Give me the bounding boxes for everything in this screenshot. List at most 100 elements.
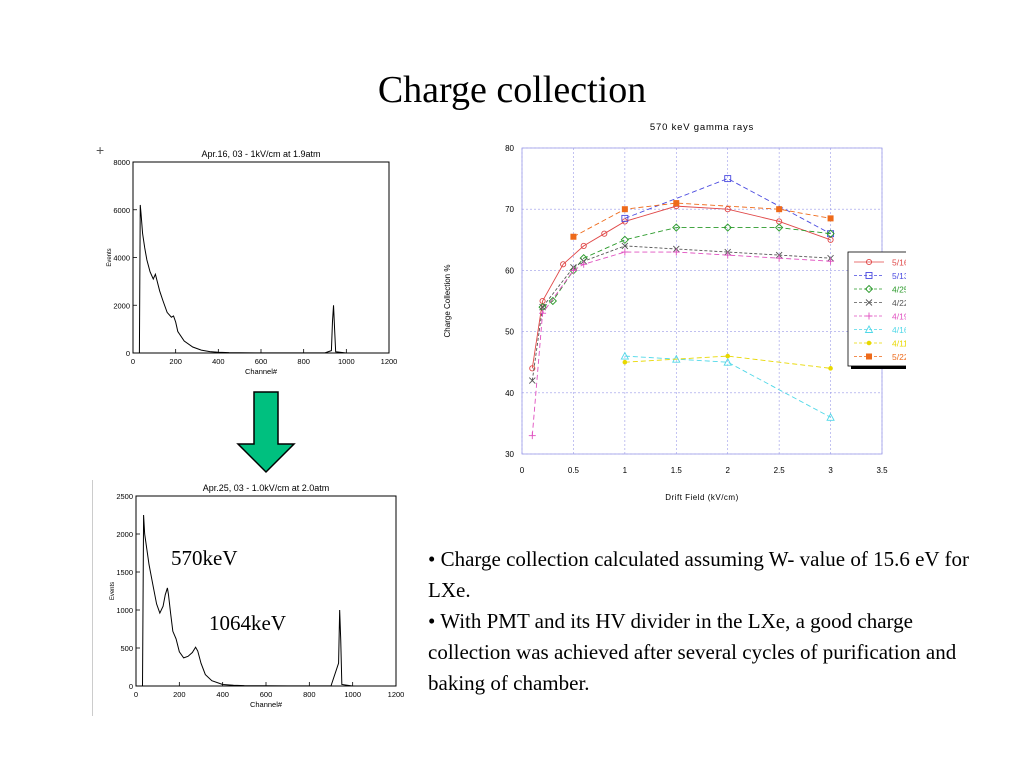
y-tick-label: 40 [505,389,514,398]
data-point [620,235,629,244]
x-tick-label: 0.5 [568,466,580,475]
legend-marker [864,284,874,294]
spectrum-line [133,204,389,354]
charge-collection-chart: 570 keV gamma rays 0 0.5 1 1.5 2 2.5 3 3.5 30 40 50… [443,122,906,502]
x-tick-label: 400 [212,357,225,366]
y-tick-label: 2000 [116,530,133,539]
x-tick-label: 0 [134,690,138,699]
data-point [723,223,732,232]
y-tick-label: 30 [505,450,514,459]
y-tick-label: 500 [120,644,133,653]
legend-entry: 5/13/03 [892,271,906,281]
series-4-16-03 [620,351,835,421]
data-point [776,206,783,213]
x-axis-label: Channel# [250,700,283,709]
legend-entry: 4/25/03 [892,285,906,295]
plot-frame [521,147,883,455]
legend-entry: 5/16/03 [892,258,906,268]
y-tick-label: 50 [505,328,514,337]
x-tick-label: 800 [303,690,316,699]
series-line [624,355,831,418]
data-point [622,359,628,365]
legend-marker [866,340,872,346]
legend-entry: 4/19/03 [892,312,906,322]
x-tick-label: 0 [520,466,525,475]
legend-entry: 4/16/03 [892,325,906,335]
data-point [621,206,628,213]
series-4-11-03 [622,353,833,371]
spectrum-chart-apr16: Apr.16, 03 - 1kV/cm at 1.9atm 0 200 400 600 8… [107,149,398,376]
x-tick-label: 800 [297,357,310,366]
bullet-item-pmt-hv: • With PMT and its HV divider in the LXe… [428,609,957,695]
x-tick-label: 1 [623,466,628,475]
x-tick-label: 1200 [381,357,398,366]
data-point [724,175,732,183]
data-point [673,200,680,207]
x-tick-label: 3 [828,466,833,475]
chart-title: 570 keV gamma rays [650,122,754,133]
series-line [542,227,831,308]
series-4-19-03 [528,248,835,440]
series-line [624,355,831,369]
plus-mark: + [96,142,105,158]
peak-label-1064kev: 1064keV [209,611,286,635]
y-tick-label: 2000 [113,301,130,310]
series-4-22-03 [528,242,834,384]
data-point [621,242,629,250]
x-axis-label: Drift Field (kV/cm) [665,493,739,502]
x-tick-label: 2 [725,466,730,475]
legend-marker [865,272,873,279]
y-tick-label: 1500 [116,568,133,577]
y-axis-label: Events [107,248,113,266]
legend-entry: 4/11/03 [892,339,906,349]
y-tick-label: 60 [505,266,514,275]
data-point [724,206,731,213]
spectrum-chart-apr25: Apr.25, 03 - 1.0kV/cm at 2.0atm 0 200 400 60… [110,483,405,709]
legend-marker [865,258,873,266]
data-point [672,223,681,232]
series-line [531,245,831,381]
y-tick-label: 6000 [113,206,130,215]
y-tick-label: 4000 [113,254,130,263]
y-axis-label: Events [110,582,116,600]
x-tick-label: 1.5 [671,466,683,475]
data-point [529,365,536,372]
x-tick-label: 200 [169,357,182,366]
left-rule [92,480,93,716]
legend-entry: 5/22/03 [892,352,906,362]
data-point [620,351,630,360]
bullet-list: • Charge collection calculated assuming … [428,544,998,699]
x-axis-label: Channel# [245,367,278,376]
x-tick-label: 600 [255,357,268,366]
data-point [775,223,784,232]
x-tick-label: 400 [216,690,229,699]
data-point [560,261,567,268]
x-tick-label: 1000 [344,690,361,699]
y-tick-label: 0 [129,682,133,691]
y-tick-label: 1000 [116,606,133,615]
legend-entry: 4/22/03 [892,298,906,308]
data-point [621,214,629,222]
legend-marker [864,325,874,333]
y-tick-label: 2500 [116,492,133,501]
bullet-item-w-value: • Charge collection calculated assuming … [428,547,969,602]
x-tick-label: 3.5 [876,466,888,475]
series-5-22-03 [570,200,834,240]
legend-marker [866,353,872,360]
x-tick-label: 200 [173,690,186,699]
spectrum-line [136,514,396,687]
chart-title: Apr.16, 03 - 1kV/cm at 1.9atm [201,149,320,159]
x-tick-label: 1200 [388,690,405,699]
legend-box [847,251,906,367]
down-arrow-icon [236,391,296,474]
series-line [531,251,831,436]
y-tick-label: 8000 [113,158,130,167]
data-point [580,242,587,249]
y-tick-label: 0 [126,349,130,358]
x-tick-label: 1000 [338,357,355,366]
legend: 5/16/03 5/13/03 4/25/03 4/22/03 4/19/03 4/16/… [847,251,906,369]
y-tick-label: 70 [505,205,514,214]
peak-label-570kev: 570keV [171,546,238,570]
data-point [826,229,835,238]
data-point [725,353,731,359]
